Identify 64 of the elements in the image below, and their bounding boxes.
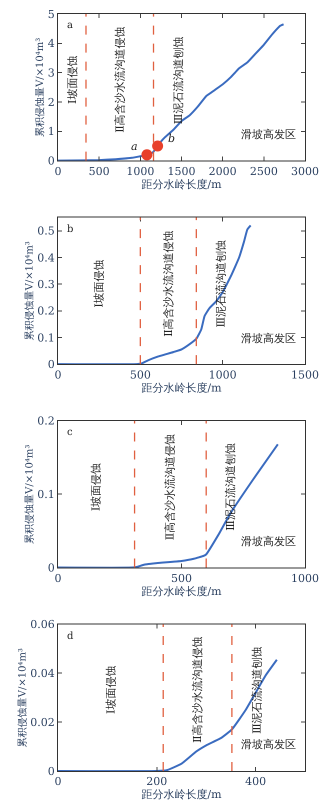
y-axis-title: 累积侵蚀量V/×10⁴m³ xyxy=(23,444,36,544)
text: a xyxy=(67,20,73,31)
annotation: a xyxy=(131,140,138,153)
annotation: Ⅲ泥石流沟道刨蚀 xyxy=(214,240,228,328)
y-tick-label: 0 xyxy=(48,154,55,168)
line-series xyxy=(58,23,285,161)
annotation: 滑坡高发区 xyxy=(241,738,296,751)
y-tick-label: 0.02 xyxy=(30,716,55,729)
x-tick-label: 1500 xyxy=(168,164,196,178)
y-tick-label: 5 xyxy=(48,8,55,21)
x-tick-label: 1000 xyxy=(126,164,154,178)
annotation: Ⅲ泥石流沟道刨蚀 xyxy=(224,443,238,531)
x-tick-label: 400 xyxy=(245,775,266,788)
x-tick-label: 500 xyxy=(130,368,151,382)
x-tick-label: 500 xyxy=(171,572,192,585)
annotation: Ⅱ高含沙水流沟道侵蚀 xyxy=(114,26,127,133)
y-tick-label: 0.1 xyxy=(37,488,55,502)
y-tick-label: 0.1 xyxy=(37,331,55,344)
annotation: Ⅰ坡面侵蚀 xyxy=(104,666,118,714)
y-tick-label: 0.5 xyxy=(37,224,55,238)
annotation: b xyxy=(168,132,176,145)
x-tick-label: 1500 xyxy=(291,368,319,382)
x-tick-label: 1000 xyxy=(291,572,319,585)
y-tick-label: 0 xyxy=(48,561,55,574)
y-tick-label: 0.2 xyxy=(37,414,55,428)
annotation: Ⅲ泥石流沟道刨蚀 xyxy=(172,36,186,124)
y-tick-label: 0.4 xyxy=(37,251,55,264)
text: d xyxy=(67,631,74,642)
x-axis-title: 距分水岭长度/m xyxy=(141,584,222,598)
x-axis-title: 距分水岭长度/m xyxy=(141,178,222,191)
y-tick-label: 1 xyxy=(48,125,55,138)
x-axis-title: 距分水岭长度/m xyxy=(141,788,222,802)
y-tick-label: 0.06 xyxy=(30,618,55,632)
annotation: Ⅱ高含沙水流沟道侵蚀 xyxy=(164,434,176,540)
x-tick-label: 1000 xyxy=(208,368,237,382)
line-series xyxy=(58,224,252,364)
annotation: Ⅰ坡面侵蚀 xyxy=(66,56,79,104)
y-axis-title: 累积侵蚀量V/×10⁴m³ xyxy=(16,648,28,748)
x-tick-label: 2500 xyxy=(250,164,278,178)
x-tick-label: 2000 xyxy=(208,164,237,178)
x-tick-label: 500 xyxy=(88,164,110,178)
y-axis-title: 累积侵蚀量V/×10⁴m³ xyxy=(23,241,36,340)
x-tick-label: 200 xyxy=(146,775,168,788)
x-axis-title: 距分水岭长度/m xyxy=(141,381,222,394)
annotation: Ⅱ高含沙水流沟道侵蚀 xyxy=(162,230,175,337)
x-tick-label: 3000 xyxy=(291,164,319,178)
annotation: Ⅰ坡面侵蚀 xyxy=(89,462,102,512)
text: c xyxy=(67,427,73,438)
y-tick-label: 3 xyxy=(48,66,55,80)
annotation: Ⅰ坡面侵蚀 xyxy=(92,259,106,308)
y-tick-label: 0.2 xyxy=(37,304,55,318)
y-tick-label: 2 xyxy=(48,96,55,109)
annotation: Ⅱ高含沙水流沟道侵蚀 xyxy=(191,636,204,743)
y-tick-label: 0 xyxy=(48,764,55,778)
y-axis-title: 累积侵蚀量V/×10⁴m³ xyxy=(34,38,46,137)
annotation: 滑坡高发区 xyxy=(241,332,296,345)
annotation: Ⅲ泥石流沟道刨蚀 xyxy=(250,646,264,734)
y-tick-label: 0.04 xyxy=(30,667,55,680)
text: b xyxy=(67,224,74,235)
annotation: 滑坡高发区 xyxy=(241,128,296,141)
y-tick-label: 0 xyxy=(48,358,55,371)
y-tick-label: 0.3 xyxy=(37,278,55,291)
y-tick-label: 4 xyxy=(48,37,55,50)
annotation: 滑坡高发区 xyxy=(241,535,296,548)
